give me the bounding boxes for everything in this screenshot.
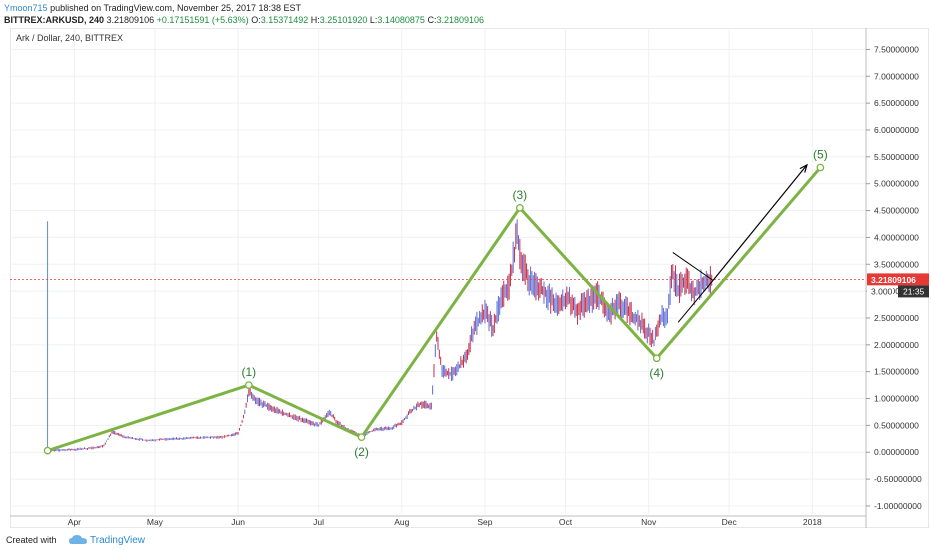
- high-label: H:: [310, 15, 320, 25]
- open-value: 3.15371492: [260, 15, 309, 25]
- wave-segment: [518, 206, 659, 360]
- wave-overlay: (1) (2) (3) (4) (5): [43, 148, 828, 459]
- x-tick-label: Dec: [722, 517, 738, 527]
- last-price: 3.21809106: [106, 15, 155, 25]
- y-tick-label: 0.00000000: [874, 447, 919, 457]
- y-tick-label: 1.50000000: [874, 367, 919, 377]
- quote-line: BITTREX:ARKUSD, 240 3.21809106 +0.171515…: [4, 14, 484, 26]
- wave-segment: [46, 383, 251, 453]
- under-badge-bg: [867, 285, 893, 298]
- author-link[interactable]: Ymoon715: [4, 3, 48, 13]
- x-tick-label: Apr: [68, 517, 81, 527]
- x-tick-label: Aug: [394, 517, 409, 527]
- grid-lines: [10, 28, 866, 514]
- tradingview-cloud-icon: [69, 535, 87, 544]
- chart-title: Ark / Dollar, 240, BITTREX: [16, 33, 123, 43]
- low-value: 3.14080875: [377, 15, 425, 25]
- wave-node: [652, 354, 661, 363]
- y-tick-label: 0.50000000: [874, 420, 919, 430]
- y-tick-label: 2.00000000: [874, 340, 919, 350]
- high-value: 3.25101920: [319, 15, 368, 25]
- header-bar: Ymoon715 published on TradingView.com, N…: [0, 0, 932, 28]
- x-tick-label: Oct: [559, 517, 573, 527]
- publish-text: published on TradingView.com, November 2…: [50, 3, 302, 13]
- wave-node: [816, 163, 825, 172]
- x-tick-label: May: [147, 517, 164, 527]
- y-tick-label: 6.50000000: [874, 98, 919, 108]
- wave-node: [515, 204, 524, 212]
- wave-segment: [360, 206, 522, 439]
- created-with-text: Created with: [6, 535, 57, 545]
- projection-arrow-head: [799, 163, 808, 173]
- y-tick-label: 5.50000000: [874, 152, 919, 162]
- low-label: L:: [369, 15, 378, 25]
- wave-node: [357, 433, 366, 442]
- footer-bar: Created with TradingView: [0, 530, 932, 550]
- y-axis: 7.50000000 7.00000000 6.50000000 6.00000000…: [865, 28, 929, 528]
- y-tick-label: 2.50000000: [874, 313, 919, 323]
- wedge-upper-line: [672, 252, 714, 281]
- y-tick-label: 3.00000000: [874, 286, 919, 296]
- current-price-badge-label: 3.21809106: [871, 275, 916, 285]
- y-tick-label: 4.00000000: [874, 232, 919, 242]
- x-tick-label: Sep: [477, 517, 492, 527]
- y-tick-label: -0.50000000: [874, 474, 922, 484]
- wave-node: [43, 446, 52, 455]
- current-price-badge: [867, 273, 929, 286]
- price-chart[interactable]: Ark / Dollar, 240, BITTREX (1)(2)(3)(4)(…: [9, 27, 930, 529]
- x-tick-label: 2018: [803, 517, 822, 527]
- wave-label: (5): [813, 148, 828, 162]
- change-value: +0.17151591 (+5.63%): [156, 15, 249, 25]
- wave-label: (4): [649, 366, 664, 380]
- x-tick-label: Jun: [231, 517, 245, 527]
- y-tick-label: 5.00000000: [874, 179, 919, 189]
- wave-segment: [247, 383, 364, 439]
- y-tick-label: 7.00000000: [874, 71, 919, 81]
- wave-segment: [655, 166, 822, 360]
- y-tick-label: 7.50000000: [874, 44, 919, 54]
- wave-node: [244, 381, 253, 389]
- close-value: 3.21809106: [436, 15, 485, 25]
- publish-line: Ymoon715 published on TradingView.com, N…: [4, 2, 301, 14]
- under-badge-label: 3.000: [871, 286, 893, 296]
- y-tick-label: 6.00000000: [874, 125, 919, 135]
- projection-arrow-line: [712, 164, 808, 281]
- chart-background: [9, 27, 930, 529]
- x-tick-label: Jul: [313, 517, 324, 527]
- y-tick-label: 1.00000000: [874, 394, 919, 404]
- y-tick-label: -1.00000000: [874, 501, 922, 511]
- wedge-lower-line: [677, 280, 714, 323]
- tradingview-brand[interactable]: TradingView: [90, 535, 146, 546]
- chart-frame: Ark / Dollar, 240, BITTREX (1) (2) (3) (4)(…: [9, 27, 930, 529]
- symbol-label: BITTREX:ARKUSD, 240: [4, 15, 105, 25]
- countdown-badge: [898, 285, 929, 298]
- x-tick-label: Nov: [641, 517, 657, 527]
- wave-label: (3): [513, 188, 528, 202]
- x-axis: Apr May Jun Jul Aug Sep Oct Nov Dec 2018: [10, 515, 866, 527]
- open-label: O:: [251, 15, 261, 25]
- close-label: C:: [427, 15, 437, 25]
- y-tick-label: 3.50000000: [874, 259, 919, 269]
- y-tick-label: 4.50000000: [874, 206, 919, 216]
- countdown-badge-label: 21:35: [903, 286, 925, 296]
- wave-label: (2): [354, 445, 369, 459]
- wave-label: (1): [241, 365, 256, 379]
